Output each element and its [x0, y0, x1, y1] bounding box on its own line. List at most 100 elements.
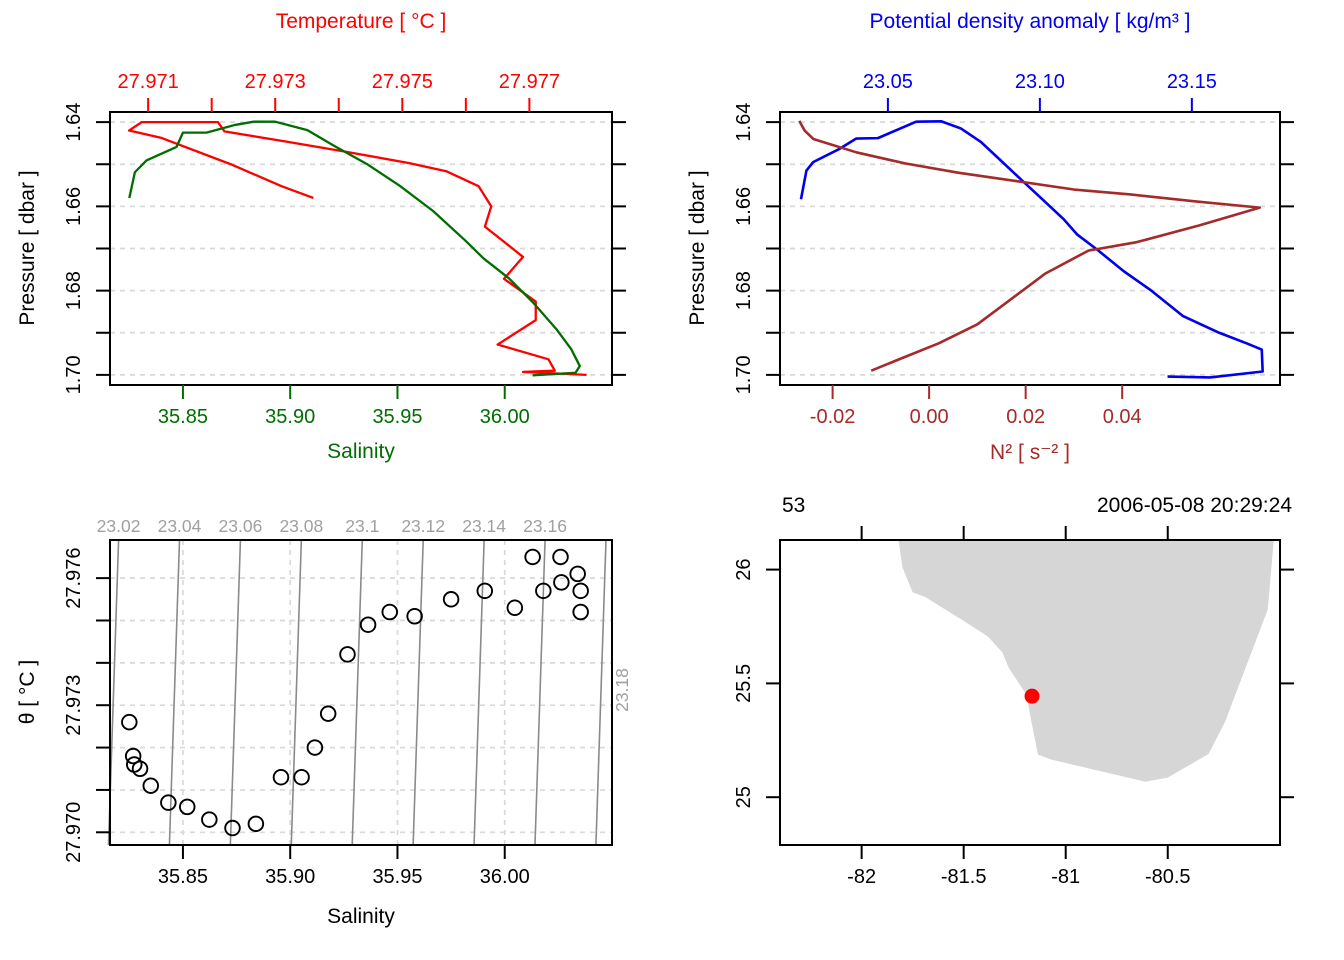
ts-point [247, 815, 265, 833]
ts-point [381, 603, 398, 621]
ts-point [406, 608, 423, 625]
density-axis-title: Potential density anomaly [ kg/m³ ] [869, 10, 1191, 33]
ts-point [476, 582, 494, 600]
N2-curve [798, 120, 1262, 372]
bottom-tick-label: -80.5 [1145, 866, 1191, 888]
salinity-curve [128, 120, 581, 377]
top-tick-label: 23.15 [1167, 71, 1217, 93]
left-tick-label: 27.976 [63, 548, 85, 609]
plot-frame [109, 539, 613, 846]
isopycnal-line [229, 539, 242, 846]
ts-point [319, 705, 337, 722]
bottom-tick-label: 0.04 [1103, 406, 1142, 428]
ts-point [572, 603, 589, 621]
land-polygon [898, 540, 1274, 782]
bottom-tick-label: 36.00 [480, 866, 530, 888]
ts-point [160, 794, 177, 811]
bottom-tick-label: 0.00 [910, 406, 949, 428]
temperature-axis-title: Temperature [ °C ] [275, 10, 447, 33]
pressure-axis-title-right-panel: Pressure [ dbar ] [686, 170, 709, 326]
top-tick-label: 27.975 [372, 71, 433, 93]
top-tick-label: 23.10 [1015, 71, 1065, 93]
top-tick-label: 27.973 [245, 71, 306, 93]
ts-point [442, 591, 460, 608]
bottom-tick-label: -0.02 [810, 406, 856, 428]
bottom-tick-label: 36.00 [480, 406, 530, 428]
isopycnal-label: 23.12 [401, 516, 445, 536]
ts-point [178, 798, 196, 816]
isopycnal-line [534, 539, 546, 846]
pressure-axis-title-left-panel: Pressure [ dbar ] [16, 170, 39, 326]
ts-point [535, 582, 552, 600]
left-tick-label: 1.66 [733, 187, 755, 226]
left-tick-label: 1.64 [63, 103, 85, 142]
ts-point [572, 582, 589, 600]
bottom-tick-label: -81 [1051, 866, 1080, 888]
ts-point [339, 646, 356, 663]
bottom-tick-label: -82 [847, 866, 876, 888]
temperature-curve [127, 120, 587, 377]
ts-point [124, 747, 142, 765]
isopycnal-label: 23.14 [462, 516, 506, 536]
isopycnal-label: 23.04 [158, 516, 202, 536]
bottom-tick-label: -81.5 [941, 866, 987, 888]
salinity-axis-title-top-panel: Salinity [327, 440, 395, 463]
ts-point [121, 713, 138, 731]
top-tick-label: 27.971 [118, 71, 179, 93]
top-tick-label: 23.05 [863, 71, 913, 93]
bottom-tick-label: 35.85 [158, 406, 208, 428]
left-tick-label: 1.70 [733, 355, 755, 394]
isopycnal-line [595, 539, 607, 846]
isopycnal-label: 23.18 [612, 668, 632, 712]
ts-point [552, 548, 569, 566]
plot-frame [779, 539, 1281, 846]
station-datetime: 2006-05-08 20:29:24 [1097, 494, 1292, 517]
isopycnal-line [412, 539, 425, 846]
ts-point [524, 548, 541, 566]
isopycnal-line [290, 539, 303, 846]
left-tick-label: 1.64 [733, 103, 755, 142]
left-tick-label: 1.66 [63, 187, 85, 226]
ts-point [272, 768, 290, 786]
left-tick-label: 25.5 [733, 664, 755, 703]
ts-point [293, 768, 310, 786]
isopycnal-label: 23.06 [219, 516, 263, 536]
ts-point [506, 599, 524, 617]
left-tick-label: 27.973 [63, 675, 85, 736]
station-marker [1024, 688, 1040, 704]
bottom-tick-label: 35.95 [372, 866, 422, 888]
bottom-tick-label: 35.90 [265, 406, 315, 428]
ts-point [142, 777, 160, 794]
isopycnal-line [351, 539, 364, 846]
ts-point [224, 819, 241, 837]
bottom-tick-label: 0.02 [1006, 406, 1045, 428]
theta-axis-title: θ [ °C ] [16, 659, 39, 725]
isopycnal-label: 23.02 [97, 516, 141, 536]
ts-point [569, 565, 586, 583]
bottom-tick-label: 35.95 [372, 406, 422, 428]
isopycnal-label: 23.16 [523, 516, 567, 536]
left-tick-label: 25 [733, 786, 755, 808]
potential-density-anomaly-curve [799, 119, 1264, 379]
isopycnal-line [168, 539, 181, 846]
left-tick-label: 1.68 [63, 271, 85, 310]
left-tick-label: 1.70 [63, 355, 85, 394]
ts-point [306, 739, 324, 756]
n2-axis-title: N² [ s⁻² ] [990, 441, 1070, 464]
top-tick-label: 27.977 [499, 71, 560, 93]
isopycnal-line [473, 539, 485, 846]
station-number: 53 [782, 494, 806, 517]
isopycnal-label: 23.08 [279, 516, 323, 536]
left-tick-label: 27.970 [63, 802, 85, 863]
bottom-tick-label: 35.85 [158, 866, 208, 888]
salinity-axis-title-ts-panel: Salinity [327, 905, 395, 928]
isopycnal-label: 23.1 [345, 516, 379, 536]
bottom-tick-label: 35.90 [265, 866, 315, 888]
ts-point [553, 574, 570, 591]
left-tick-label: 26 [733, 558, 755, 580]
ts-point [201, 811, 218, 828]
left-tick-label: 1.68 [733, 271, 755, 310]
ts-point [131, 760, 149, 778]
